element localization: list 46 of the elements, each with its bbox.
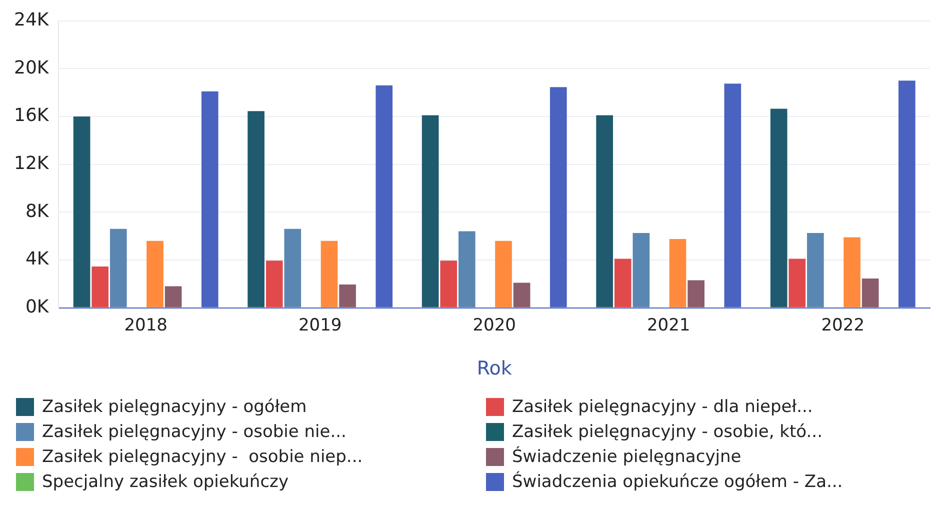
bar	[669, 239, 686, 308]
legend-label: Zasiłek pielęgnacyjny - osobie niep...	[42, 447, 363, 467]
legend-label: Zasiłek pielęgnacyjny - osobie, któ...	[512, 422, 822, 442]
bar	[614, 258, 632, 308]
bar	[632, 233, 650, 308]
bar	[596, 115, 613, 308]
y-tick-label: 0K	[25, 296, 50, 318]
bar	[495, 240, 512, 308]
bar	[688, 280, 704, 308]
x-tick-label: 2021	[646, 315, 690, 336]
x-tick-label: 2022	[821, 315, 865, 336]
x-tick-label: 2019	[298, 315, 342, 336]
bar	[73, 116, 90, 308]
x-tick-label: 2018	[124, 315, 168, 336]
bar	[440, 260, 458, 308]
bar	[320, 240, 338, 308]
legend-label: Zasiłek pielęgnacyjny - dla niepeł...	[512, 397, 813, 417]
y-tick-label: 8K	[25, 200, 50, 222]
legend-label: Zasiłek pielęgnacyjny - ogółem	[42, 397, 307, 417]
bar	[862, 278, 879, 308]
bar	[422, 115, 439, 308]
bar	[458, 231, 476, 308]
bar	[844, 237, 860, 308]
bar	[770, 108, 788, 308]
bar	[164, 286, 182, 308]
bar	[788, 258, 806, 308]
legend-label: Świadczenia opiekuńcze ogółem - Za...	[512, 472, 843, 492]
x-tick-label: 2020	[472, 315, 516, 336]
y-tick-label: 16K	[14, 105, 50, 126]
y-tick-label: 24K	[14, 9, 50, 30]
bar	[92, 266, 109, 308]
x-axis-title: Rok	[476, 358, 512, 380]
y-tick-label: 12K	[14, 152, 50, 174]
bar	[248, 111, 264, 308]
bar	[513, 282, 530, 308]
y-tick-label: 20K	[14, 57, 50, 78]
bar	[266, 260, 283, 308]
bar	[339, 284, 356, 308]
bar	[807, 233, 824, 308]
bar	[146, 240, 164, 308]
bar	[284, 228, 302, 308]
legend-label: Zasiłek pielęgnacyjny - osobie nie...	[42, 422, 346, 442]
legend-label: Świadczenie pielęgnacyjne	[512, 447, 742, 467]
y-tick-label: 4K	[25, 248, 50, 270]
legend-label: Specjalny zasiłek opiekuńczy	[42, 472, 289, 492]
bar	[110, 228, 127, 308]
